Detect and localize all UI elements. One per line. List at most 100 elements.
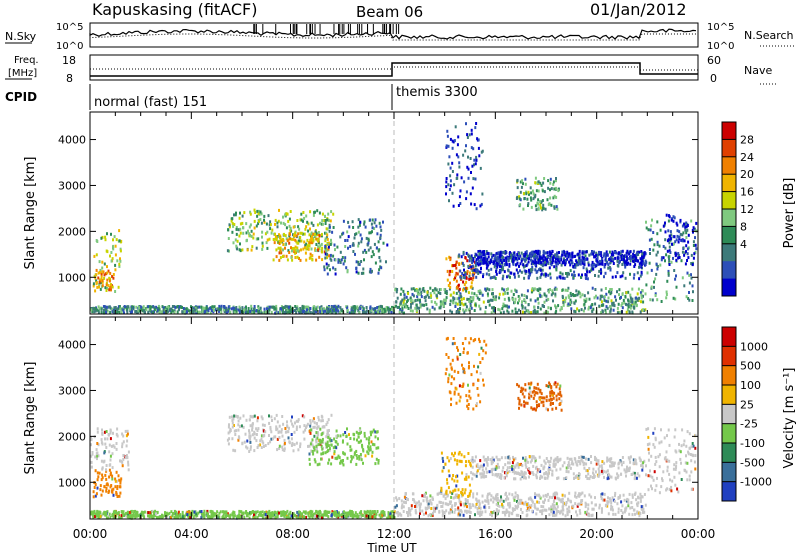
range-gate-cell [291, 249, 293, 253]
range-gate-cell [328, 458, 331, 462]
range-gate-cell [315, 308, 318, 311]
range-gate-cell [327, 245, 330, 249]
range-gate-cell [312, 232, 315, 236]
range-gate-cell [185, 311, 188, 315]
range-gate-cell [618, 261, 621, 265]
range-gate-cell [527, 303, 530, 307]
range-gate-cell [410, 287, 413, 291]
range-gate-cell [338, 513, 340, 517]
range-gate-cell [363, 258, 365, 262]
range-gate-cell [216, 510, 219, 514]
range-gate-cell [329, 253, 332, 257]
range-gate-cell [486, 251, 489, 255]
range-gate-cell [102, 270, 105, 274]
range-gate-cell [422, 494, 425, 498]
range-gate-cell [289, 516, 292, 520]
range-gate-cell [453, 183, 456, 187]
range-gate-cell [624, 265, 627, 269]
range-gate-cell [491, 298, 494, 302]
range-gate-cell [120, 477, 123, 481]
range-gate-cell [309, 256, 312, 259]
range-gate-cell [327, 449, 330, 452]
range-gate-cell [271, 437, 274, 441]
range-gate-cell [359, 220, 362, 224]
range-gate-cell [526, 197, 529, 201]
range-gate-cell [317, 248, 319, 252]
range-gate-cell [523, 276, 526, 280]
range-gate-cell [375, 246, 378, 250]
range-gate-cell [329, 243, 332, 246]
range-gate-cell [363, 220, 366, 224]
range-gate-cell [346, 442, 349, 446]
range-gate-cell [268, 305, 271, 309]
range-gate-cell [272, 238, 275, 241]
range-gate-cell [372, 253, 375, 257]
range-gate-cell [278, 511, 280, 515]
range-gate-cell [169, 307, 172, 311]
range-gate-cell [296, 516, 299, 520]
range-gate-cell [414, 288, 416, 292]
range-gate-cell [230, 307, 233, 311]
range-gate-cell [259, 306, 262, 310]
range-gate-cell [537, 249, 540, 253]
range-gate-cell [254, 513, 257, 517]
range-gate-cell [607, 263, 610, 267]
range-gate-cell [676, 229, 679, 233]
range-gate-cell [236, 515, 239, 518]
range-gate-cell [107, 284, 110, 288]
range-gate-cell [256, 416, 259, 420]
range-gate-cell [355, 266, 358, 270]
range-gate-cell [514, 300, 517, 304]
range-gate-cell [328, 223, 331, 227]
range-gate-cell [218, 511, 221, 515]
range-gate-cell [312, 307, 315, 311]
range-gate-cell [497, 251, 500, 255]
range-gate-cell [533, 305, 536, 309]
range-gate-cell [641, 254, 644, 258]
range-gate-cell [277, 219, 280, 223]
range-gate-cell [237, 308, 240, 312]
range-gate-cell [358, 511, 361, 515]
range-gate-cell [429, 292, 432, 295]
range-gate-cell [256, 429, 259, 432]
range-gate-cell [369, 267, 372, 271]
range-gate-cell [678, 256, 681, 259]
range-gate-cell [257, 514, 260, 517]
range-gate-cell [458, 263, 461, 266]
range-gate-cell [633, 265, 636, 268]
range-gate-cell [485, 260, 488, 264]
range-gate-cell [506, 291, 509, 295]
range-gate-cell [555, 263, 558, 266]
range-gate-cell [664, 259, 666, 263]
range-gate-cell [531, 287, 534, 291]
range-gate-cell [653, 243, 656, 247]
range-gate-cell [353, 452, 356, 456]
range-gate-cell [274, 516, 277, 519]
range-gate-cell [306, 308, 308, 312]
range-gate-cell [443, 288, 446, 291]
range-gate-cell [563, 253, 566, 257]
range-gate-cell [457, 506, 460, 510]
range-gate-cell [462, 252, 465, 256]
range-gate-cell [508, 298, 511, 302]
range-gate-cell [233, 414, 236, 418]
range-gate-cell [282, 243, 285, 246]
range-gate-cell [115, 311, 118, 315]
range-gate-cell [218, 309, 220, 313]
range-gate-cell [241, 248, 244, 252]
range-gate-cell [449, 285, 452, 289]
range-gate-cell [110, 444, 113, 448]
range-gate-cell [539, 261, 542, 264]
range-gate-cell [325, 227, 328, 231]
range-gate-cell [315, 431, 318, 435]
range-gate-cell [542, 254, 545, 258]
range-gate-cell [333, 437, 336, 441]
range-gate-cell [321, 432, 324, 435]
range-gate-cell [283, 449, 286, 452]
range-gate-cell [563, 250, 566, 254]
range-gate-cell [339, 261, 342, 264]
range-gate-cell [665, 296, 668, 300]
range-gate-cell [650, 237, 653, 241]
range-gate-cell [449, 303, 452, 306]
